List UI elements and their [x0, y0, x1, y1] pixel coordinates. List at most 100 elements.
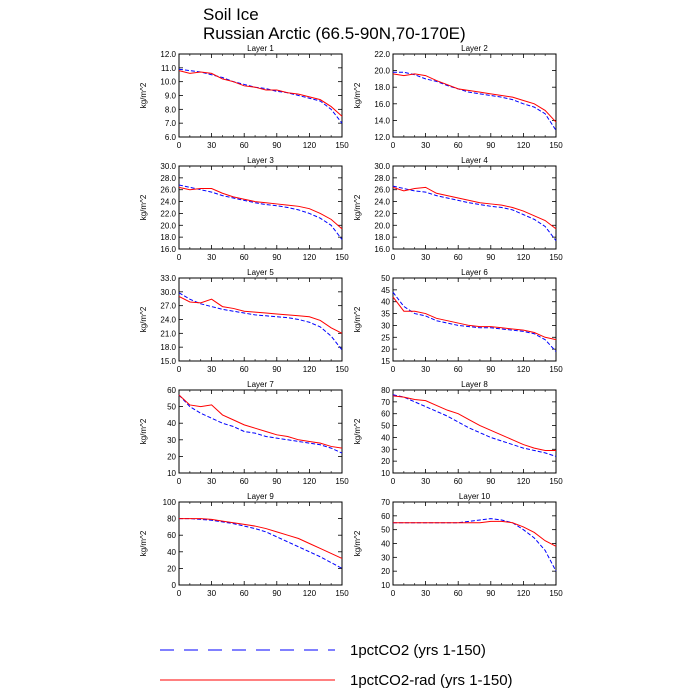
x-tick-label: 150	[335, 477, 349, 486]
legend: 1pctCO2 (yrs 1-150) 1pctCO2-rad (yrs 1-1…	[160, 642, 513, 689]
panel-layer-3: Layer 3 kg/m^2 0 30 60 90 120 150 16.0 18.0 20.0 22…	[139, 156, 349, 262]
y-tick-label: 60	[381, 410, 390, 419]
x-tick-label: 30	[421, 589, 430, 598]
x-tick-label: 60	[454, 477, 463, 486]
x-tick-label: 60	[240, 253, 249, 262]
y-tick-label: 100	[163, 498, 177, 507]
panel-title: Layer 1	[247, 44, 274, 53]
y-tick-label: 24.0	[160, 316, 176, 325]
series-line-1pctco2	[178, 394, 343, 454]
x-tick-label: 30	[421, 253, 430, 262]
x-tick-label: 0	[391, 477, 396, 486]
y-tick-label: 30.0	[160, 162, 176, 171]
y-tick-label: 10	[381, 581, 390, 590]
y-tick-label: 16.0	[374, 245, 390, 254]
series-line-1pctco2-rad	[178, 295, 343, 334]
y-tick-label: 15.0	[160, 357, 176, 366]
y-axis-label: kg/m^2	[139, 82, 148, 108]
panel-title: Layer 4	[461, 156, 488, 165]
y-tick-label: 20	[167, 452, 176, 461]
y-tick-label: 20	[381, 345, 390, 354]
figure-title: Soil Ice	[203, 5, 259, 24]
y-tick-label: 10	[381, 469, 390, 478]
panel-layer-10: Layer 10 kg/m^2 0 30 60 90 120 150 10 20 30 40 50 60 7…	[353, 492, 563, 598]
y-tick-label: 30.0	[374, 162, 390, 171]
panel-layer-5: Layer 5 kg/m^2 0 30 60 90 120 150 15.0 18.0 21.0 24…	[139, 268, 349, 374]
panel-title: Layer 9	[247, 492, 274, 501]
x-tick-label: 150	[549, 589, 563, 598]
x-tick-label: 0	[177, 589, 182, 598]
x-tick-label: 90	[272, 141, 281, 150]
y-axis-label: kg/m^2	[139, 418, 148, 444]
y-tick-label: 22.0	[374, 209, 390, 218]
x-tick-label: 120	[517, 365, 531, 374]
series-line-1pctco2	[179, 518, 343, 569]
plot-frame	[392, 53, 557, 138]
y-tick-label: 70	[381, 398, 390, 407]
x-tick-label: 30	[421, 141, 430, 150]
series-line-1pctco2	[393, 71, 557, 131]
x-tick-label: 150	[549, 141, 563, 150]
y-tick-label: 0	[172, 581, 177, 590]
series-line-1pctco2-rad	[392, 73, 557, 123]
series-line-1pctco2	[178, 68, 343, 124]
x-tick-label: 150	[549, 365, 563, 374]
x-tick-label: 0	[177, 477, 182, 486]
y-tick-label: 60	[167, 531, 176, 540]
panel-title: Layer 7	[247, 380, 274, 389]
x-tick-label: 90	[272, 589, 281, 598]
y-tick-label: 45	[381, 286, 390, 295]
y-tick-label: 26.0	[374, 186, 390, 195]
y-tick-label: 12.0	[374, 133, 390, 142]
y-tick-label: 15	[381, 357, 390, 366]
x-tick-label: 0	[177, 141, 182, 150]
figure-subtitle: Russian Arctic (66.5-90N,70-170E)	[203, 24, 466, 43]
y-tick-label: 21.0	[160, 329, 176, 338]
y-tick-label: 20	[381, 457, 390, 466]
y-tick-label: 70	[381, 498, 390, 507]
y-tick-label: 18.0	[160, 343, 176, 352]
y-tick-label: 35	[381, 310, 390, 319]
plot-frame	[178, 389, 343, 474]
x-tick-label: 60	[454, 589, 463, 598]
y-tick-label: 40	[167, 419, 176, 428]
y-tick-label: 28.0	[160, 174, 176, 183]
y-tick-label: 40	[381, 298, 390, 307]
y-tick-label: 18.0	[374, 83, 390, 92]
y-tick-label: 20	[381, 567, 390, 576]
y-tick-label: 50	[381, 274, 390, 283]
series-line-1pctco2-rad	[393, 520, 557, 547]
x-tick-label: 150	[335, 365, 349, 374]
x-tick-label: 60	[454, 141, 463, 150]
x-tick-label: 90	[486, 365, 495, 374]
plot-frame	[178, 501, 343, 586]
y-tick-label: 9.0	[165, 92, 177, 101]
x-tick-label: 60	[240, 477, 249, 486]
y-tick-label: 40	[167, 548, 176, 557]
y-tick-label: 20.0	[160, 221, 176, 230]
series-line-1pctco2-rad	[392, 395, 556, 451]
y-tick-label: 30	[381, 445, 390, 454]
panel-layer-8: Layer 8 kg/m^2 0 30 60 90 120 150 10 20 30 40 50 60 70…	[353, 380, 563, 486]
panel-title: Layer 8	[461, 380, 488, 389]
y-tick-label: 16.0	[374, 100, 390, 109]
x-tick-label: 30	[421, 477, 430, 486]
y-axis-label: kg/m^2	[353, 82, 362, 108]
legend-label-1pctco2: 1pctCO2 (yrs 1-150)	[350, 642, 486, 659]
x-tick-label: 90	[486, 589, 495, 598]
x-tick-label: 90	[272, 477, 281, 486]
y-axis-label: kg/m^2	[139, 306, 148, 332]
panel-title: Layer 6	[461, 268, 488, 277]
x-tick-label: 0	[391, 589, 396, 598]
y-tick-label: 11.0	[161, 64, 177, 73]
plot-frame	[392, 165, 557, 250]
x-tick-label: 0	[391, 253, 396, 262]
y-tick-label: 22.0	[374, 50, 390, 59]
series-line-1pctco2-rad	[392, 186, 557, 230]
plot-frame	[178, 165, 343, 250]
series-line-1pctco2	[392, 394, 557, 457]
y-tick-label: 24.0	[160, 198, 176, 207]
series-line-1pctco2	[178, 184, 343, 240]
x-tick-label: 0	[177, 253, 182, 262]
